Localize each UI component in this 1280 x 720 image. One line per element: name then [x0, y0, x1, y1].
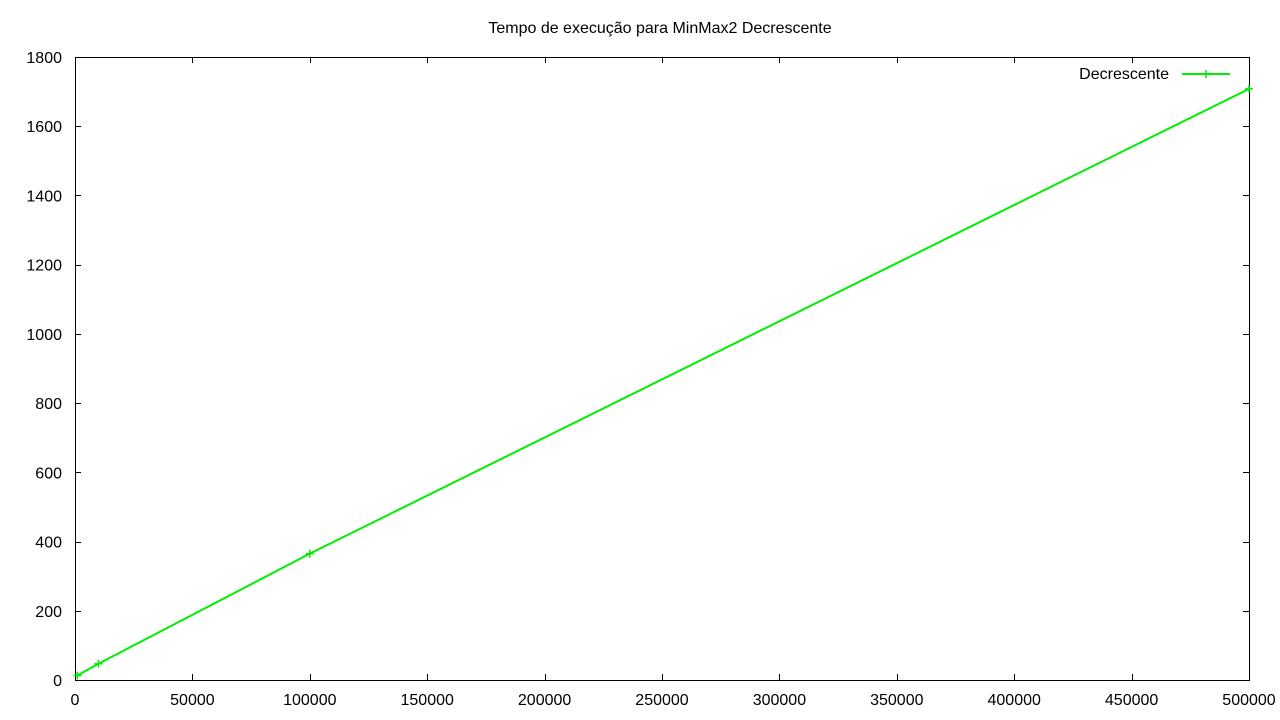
y-tick-label: 400 [35, 535, 62, 552]
y-tick-label: 1200 [26, 258, 62, 275]
x-tick-label: 100000 [283, 692, 336, 709]
x-tick-label: 250000 [635, 692, 688, 709]
series-line [76, 87, 1250, 677]
x-tick-label: 200000 [518, 692, 571, 709]
x-axis-ticks [75, 57, 1250, 680]
x-tick-label: 500000 [1222, 692, 1275, 709]
y-tick-label: 1800 [26, 50, 62, 67]
x-tick-label: 0 [71, 692, 80, 709]
x-axis-tick-labels: 0 50000 100000 150000 200000 250000 300000 3500… [71, 692, 1276, 709]
x-tick-label: 400000 [988, 692, 1041, 709]
y-tick-label: 600 [35, 465, 62, 482]
x-tick-label: 450000 [1105, 692, 1158, 709]
data-point [94, 659, 103, 668]
legend: Decrescente [1079, 66, 1230, 83]
y-axis-tick-labels: 0 200 400 600 800 1000 1200 1400 1600 1800 [26, 50, 62, 690]
x-tick-label: 50000 [170, 692, 215, 709]
plot-frame [75, 57, 1250, 681]
y-tick-label: 200 [35, 604, 62, 621]
x-tick-label: 150000 [401, 692, 454, 709]
data-point [73, 671, 82, 680]
y-tick-label: 0 [53, 673, 62, 690]
series-layer [73, 84, 1253, 680]
x-tick-label: 300000 [753, 692, 806, 709]
legend-marker-plus [1202, 70, 1210, 78]
legend-label: Decrescente [1079, 66, 1169, 83]
y-axis-ticks [75, 57, 1249, 681]
y-tick-label: 1600 [26, 119, 62, 136]
y-tick-label: 800 [35, 396, 62, 413]
y-tick-label: 1400 [26, 188, 62, 205]
y-tick-label: 1000 [26, 327, 62, 344]
data-point [305, 549, 314, 558]
chart-title: Tempo de execução para MinMax2 Decrescen… [488, 20, 831, 37]
x-tick-label: 350000 [870, 692, 923, 709]
legend-marker [1202, 70, 1210, 78]
data-point [1245, 84, 1253, 93]
